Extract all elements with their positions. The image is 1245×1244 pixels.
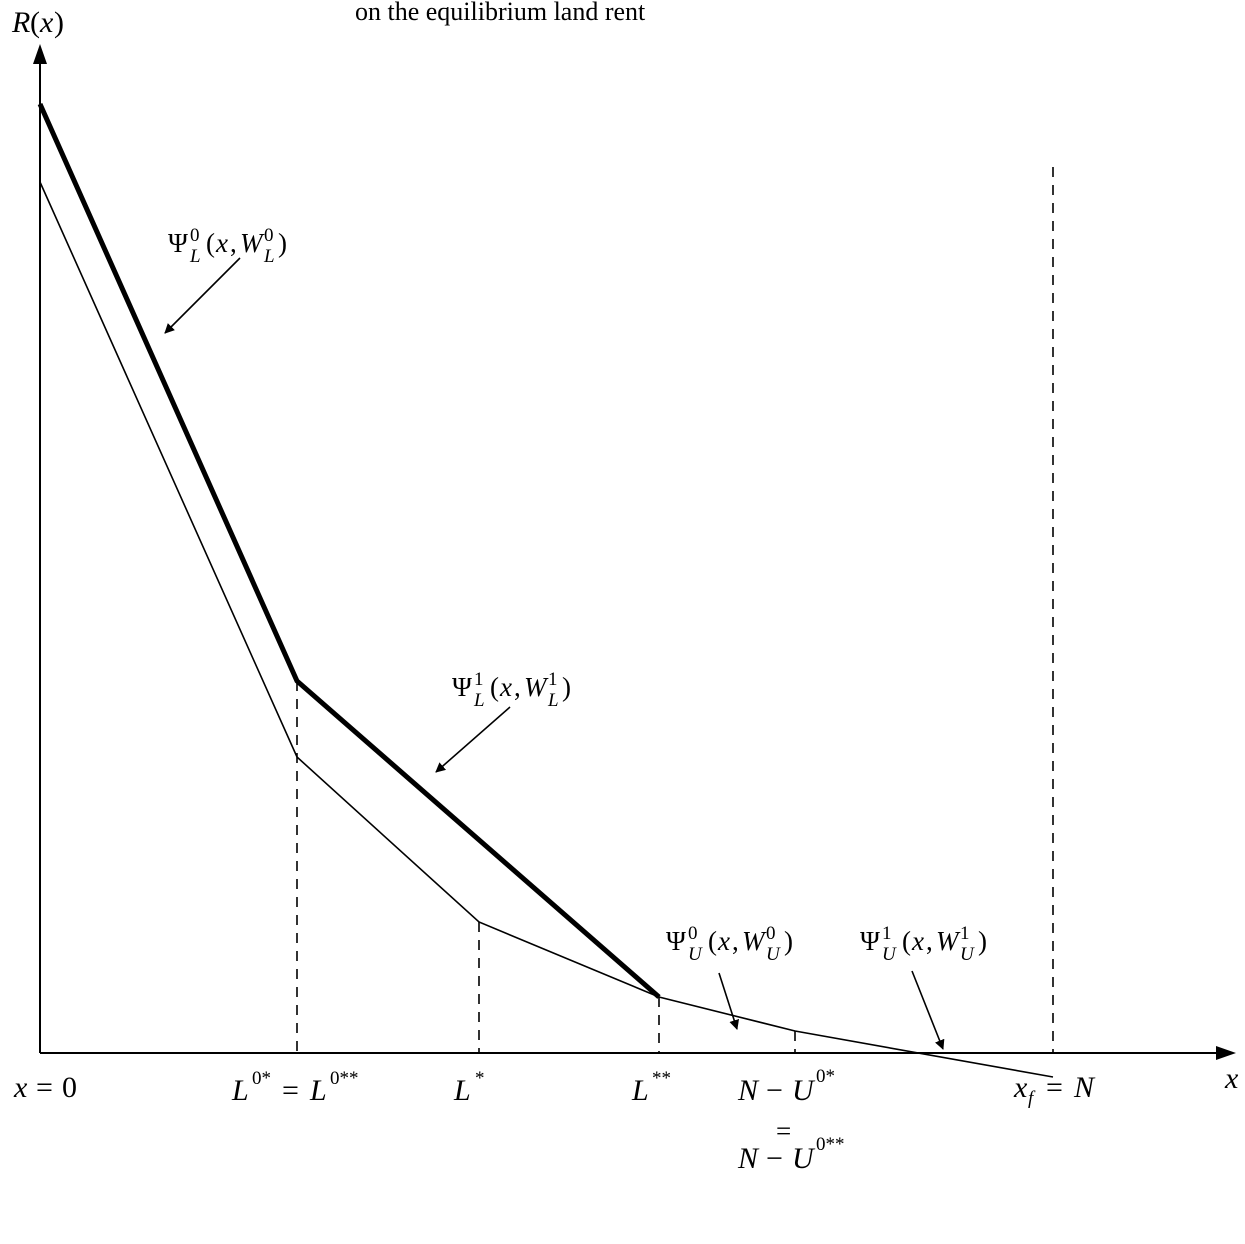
tick-xf: x f = N [1013, 1071, 1096, 1109]
tick-origin: x = 0 [13, 1071, 77, 1104]
svg-text:0: 0 [766, 923, 776, 944]
svg-text:W: W [936, 926, 961, 956]
svg-text:0**: 0** [330, 1068, 359, 1089]
svg-text:): ) [784, 926, 793, 956]
svg-text:0: 0 [264, 225, 274, 246]
svg-text:(: ( [206, 228, 215, 258]
svg-text:W: W [524, 672, 549, 702]
svg-text:Ψ: Ψ [860, 926, 880, 956]
svg-text:W: W [742, 926, 767, 956]
axes [33, 44, 1236, 1060]
arrow-psi-l0 [164, 257, 241, 334]
svg-text:0**: 0** [816, 1134, 845, 1155]
svg-text:U: U [766, 944, 781, 965]
svg-text:0*: 0* [252, 1068, 271, 1089]
svg-text:L: L [473, 690, 485, 711]
svg-text:−: − [766, 1074, 783, 1107]
svg-text:Ψ: Ψ [666, 926, 686, 956]
svg-text:x: x [717, 926, 730, 956]
svg-text:,: , [732, 926, 739, 956]
svg-text:x: x [39, 6, 54, 39]
svg-text:,: , [230, 228, 237, 258]
svg-text:**: ** [652, 1068, 671, 1089]
svg-text:U: U [792, 1142, 816, 1175]
arrow-psi-u1 [911, 970, 945, 1050]
svg-text:(: ( [490, 672, 499, 702]
svg-text:0: 0 [190, 225, 200, 246]
y-axis-label: R ( x ) [11, 6, 64, 39]
svg-text:1: 1 [882, 923, 892, 944]
dashed-guides [296, 167, 1054, 1053]
svg-text:0: 0 [688, 923, 698, 944]
label-psi-u1: Ψ 1 U ( x , W 1 U ) [860, 923, 987, 965]
svg-text:x: x [1013, 1071, 1028, 1104]
svg-text:=: = [282, 1074, 299, 1107]
svg-text:R: R [11, 6, 30, 39]
y-axis-arrow [33, 44, 47, 64]
arrow-psi-l1 [435, 706, 511, 773]
thick-rent-curve [37, 102, 661, 999]
svg-text:*: * [475, 1068, 485, 1089]
arrow-psi-u0 [718, 972, 740, 1030]
label-psi-u0: Ψ 0 U ( x , W 0 U ) [666, 923, 793, 965]
tick-nu: N − U 0* = N − U 0** [737, 1066, 845, 1175]
svg-text:L: L [453, 1074, 471, 1107]
svg-text:(: ( [902, 926, 911, 956]
label-psi-l0: Ψ 0 L ( x , W 0 L ) [168, 225, 287, 267]
svg-text:N: N [737, 1074, 760, 1107]
svg-text:U: U [960, 944, 975, 965]
svg-text:,: , [514, 672, 521, 702]
svg-text:L: L [263, 246, 275, 267]
svg-text:1: 1 [474, 669, 484, 690]
tick-lstarstar: L ** [631, 1068, 671, 1107]
label-psi-l1: Ψ 1 L ( x , W 1 L ) [452, 669, 571, 711]
svg-text:0*: 0* [816, 1066, 835, 1087]
svg-text:f: f [1028, 1088, 1036, 1109]
svg-text:U: U [688, 944, 703, 965]
svg-text:(: ( [30, 6, 40, 39]
annotation-arrows [164, 257, 945, 1050]
x-axis-arrow [1216, 1046, 1236, 1060]
tick-l0: L 0* = L 0** [231, 1068, 359, 1107]
svg-text:=: = [36, 1071, 53, 1104]
svg-text:N: N [737, 1142, 760, 1175]
svg-text:L: L [547, 690, 559, 711]
svg-text:x: x [215, 228, 228, 258]
svg-text:): ) [562, 672, 571, 702]
svg-text:(: ( [708, 926, 717, 956]
svg-text:1: 1 [960, 923, 970, 944]
svg-text:W: W [240, 228, 265, 258]
svg-text:L: L [631, 1074, 649, 1107]
svg-text:,: , [926, 926, 933, 956]
svg-text:=: = [1046, 1071, 1063, 1104]
svg-text:U: U [792, 1074, 816, 1107]
figure-title: on the equilibrium land rent [355, 0, 646, 26]
svg-text:): ) [278, 228, 287, 258]
svg-text:x: x [13, 1071, 28, 1104]
svg-text:): ) [54, 6, 64, 39]
svg-text:1: 1 [548, 669, 558, 690]
x-axis-label: x [1224, 1062, 1239, 1095]
svg-text:U: U [882, 944, 897, 965]
svg-text:=: = [776, 1116, 791, 1146]
thin-rent-curve [39, 181, 1054, 1078]
svg-text:x: x [499, 672, 512, 702]
tick-lstar: L * [453, 1068, 485, 1107]
svg-text:Ψ: Ψ [168, 228, 188, 258]
svg-text:0: 0 [62, 1071, 77, 1104]
svg-text:): ) [978, 926, 987, 956]
svg-text:x: x [911, 926, 924, 956]
svg-text:N: N [1073, 1071, 1096, 1104]
svg-text:L: L [231, 1074, 249, 1107]
svg-text:Ψ: Ψ [452, 672, 472, 702]
svg-text:L: L [189, 246, 201, 267]
svg-text:L: L [309, 1074, 327, 1107]
svg-text:−: − [766, 1142, 783, 1175]
